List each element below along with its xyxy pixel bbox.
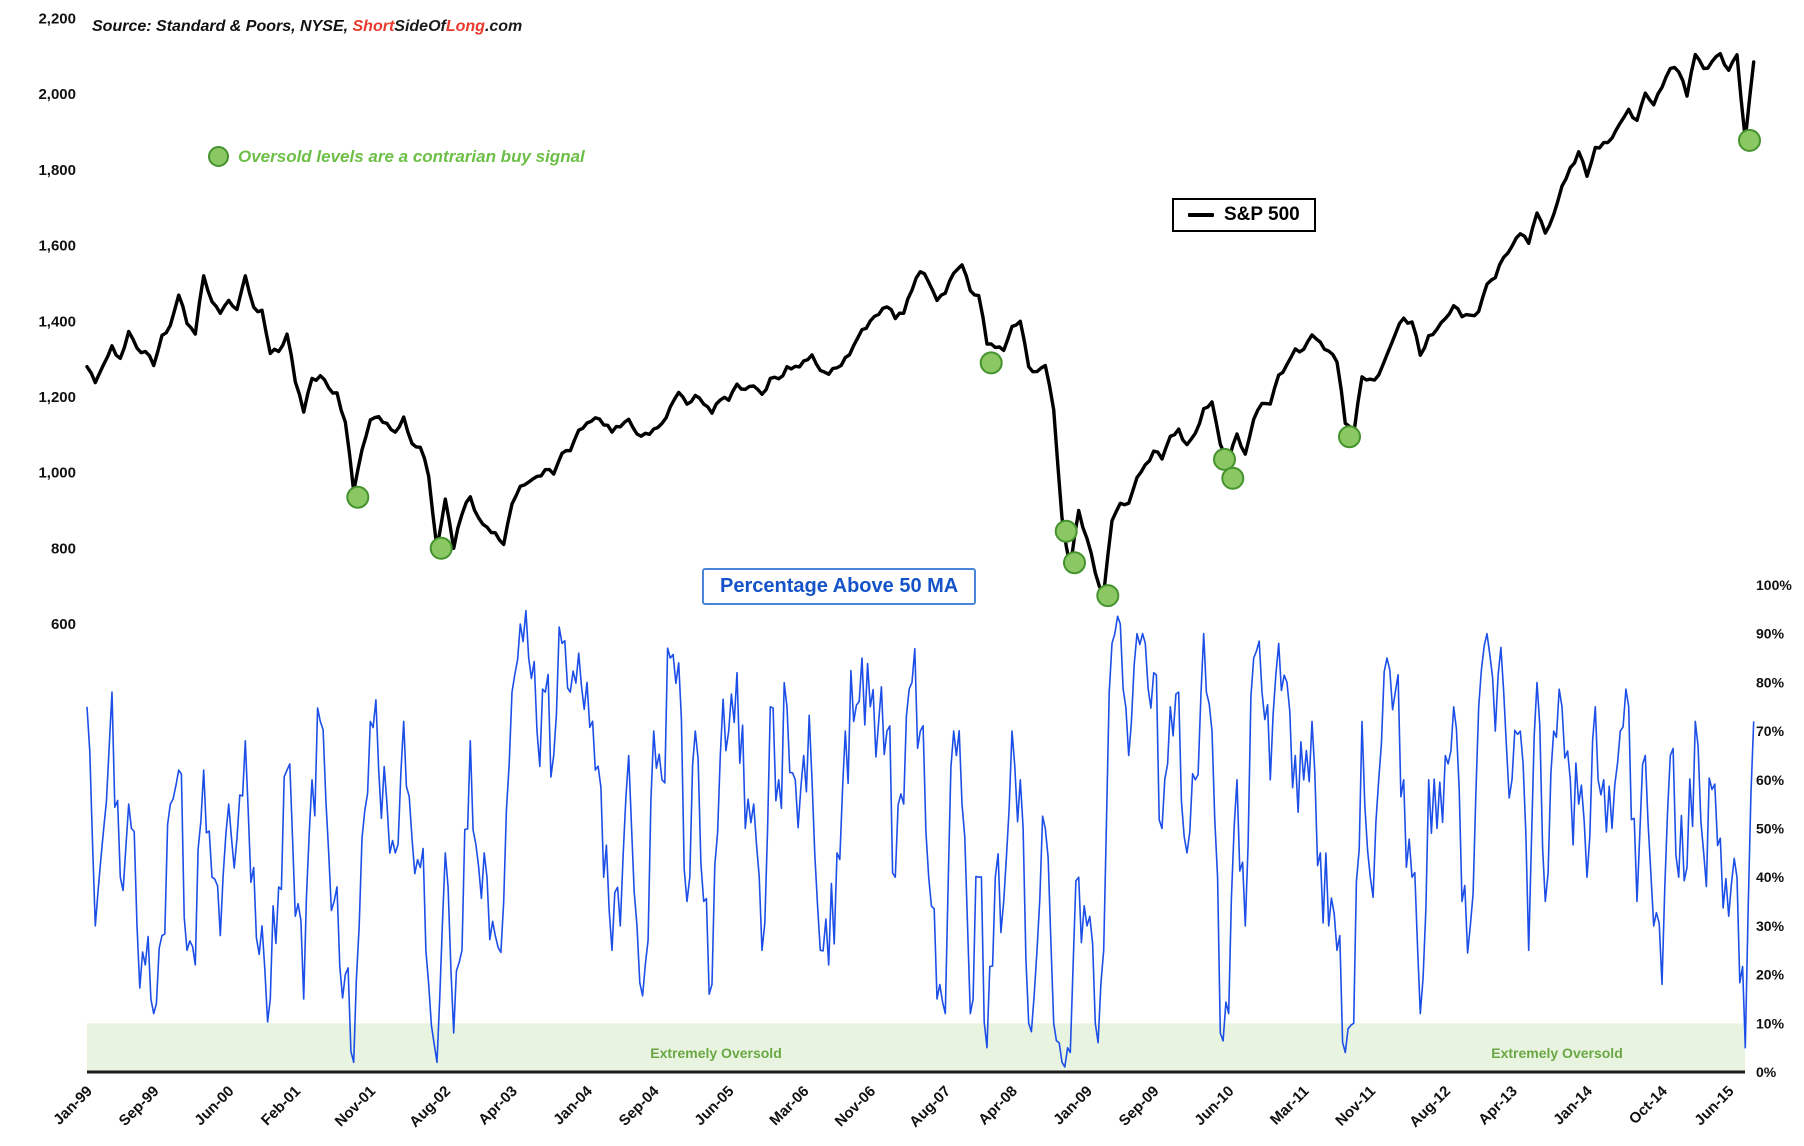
sp500-legend-label: S&P 500: [1224, 204, 1300, 225]
buy-signal-marker: [979, 351, 1003, 375]
buy-signal-marker: [1213, 447, 1236, 471]
pct-above-50ma-label: Percentage Above 50 MA: [702, 568, 977, 605]
left-axis-tick: 1,400: [38, 313, 76, 330]
buy-signal-marker: [1096, 584, 1120, 608]
x-axis-tick: Mar-06: [766, 1083, 812, 1129]
left-axis-tick: 1,600: [38, 238, 76, 255]
right-axis-tick: 40%: [1756, 869, 1785, 885]
buy-signal-note: Oversold levels are a contrarian buy sig…: [208, 146, 585, 167]
extremely-oversold-band: [87, 1023, 1745, 1072]
x-axis-tick: Oct-14: [1626, 1082, 1671, 1127]
right-axis-tick: 30%: [1756, 918, 1785, 934]
right-axis-tick: 100%: [1756, 577, 1792, 593]
x-axis-tick: Nov-06: [832, 1083, 879, 1130]
buy-signal-marker: [1221, 466, 1245, 490]
x-axis-tick: Jan-14: [1550, 1082, 1596, 1128]
right-axis-tick: 0%: [1756, 1064, 1777, 1080]
x-axis-tick: Apr-03: [475, 1083, 521, 1129]
right-axis-tick: 60%: [1756, 772, 1785, 788]
right-axis-tick: 20%: [1756, 967, 1785, 983]
left-axis-tick: 1,800: [38, 162, 76, 179]
x-axis-tick: Sep-04: [616, 1082, 663, 1129]
brand-segment: Short: [352, 18, 395, 35]
source-prefix: Source: Standard & Poors, NYSE,: [92, 18, 353, 35]
x-axis-tick: Feb-01: [258, 1083, 304, 1129]
line-swatch-icon: [1188, 213, 1214, 217]
x-axis-tick: Nov-11: [1332, 1083, 1379, 1130]
x-axis-tick: Jun-10: [1191, 1083, 1237, 1129]
right-axis-tick: 70%: [1756, 723, 1785, 739]
left-axis-tick: 600: [51, 616, 76, 633]
x-axis-tick: Jun-15: [1691, 1083, 1737, 1129]
pct-above-50ma-line: [86, 609, 1755, 1068]
left-axis-tick: 2,000: [38, 86, 76, 103]
buy-signal-marker: [1738, 128, 1761, 152]
x-axis-tick: Jan-99: [50, 1083, 96, 1129]
buy-signal-marker: [429, 536, 453, 560]
x-axis-tick: Apr-13: [1475, 1083, 1521, 1129]
x-axis-tick: Aug-12: [1406, 1083, 1454, 1131]
brand-segment: Long: [445, 18, 485, 35]
right-axis-tick: 50%: [1756, 821, 1785, 837]
x-axis-tick: Jun-00: [191, 1083, 237, 1129]
x-axis-tick: Sep-99: [116, 1083, 163, 1130]
x-axis-tick: Sep-09: [1116, 1083, 1163, 1130]
x-axis-tick: Aug-07: [906, 1083, 954, 1131]
buy-signal-dot-icon: [208, 146, 229, 167]
right-axis-tick: 80%: [1756, 674, 1785, 690]
x-axis-tick: Aug-02: [406, 1083, 454, 1131]
right-axis-tick: 10%: [1756, 1015, 1785, 1031]
left-axis-tick: 1,200: [38, 389, 76, 406]
brand-segment: SideOf: [394, 18, 446, 35]
left-axis-tick: 800: [51, 540, 76, 557]
buy-signal-marker: [346, 485, 370, 509]
x-axis-tick: Mar-11: [1267, 1083, 1313, 1129]
sp500-line: [85, 52, 1756, 596]
right-axis-tick: 90%: [1756, 626, 1785, 642]
left-axis-tick: 2,200: [38, 11, 76, 28]
sp500-legend: S&P 500: [1172, 198, 1316, 232]
buy-signal-note-text: Oversold levels are a contrarian buy sig…: [238, 146, 585, 166]
x-axis-tick: Apr-08: [975, 1083, 1021, 1129]
buy-signal-marker: [1054, 519, 1078, 543]
source-line: Source: Standard & Poors, NYSE, ShortSid…: [92, 18, 522, 36]
brand-name: ShortSideOfLong.com: [353, 18, 523, 35]
left-axis-tick: 1,000: [38, 465, 76, 482]
buy-signal-marker: [1338, 425, 1361, 449]
buy-signal-marker: [1063, 551, 1086, 575]
x-axis-tick: Jun-05: [691, 1083, 737, 1129]
extremely-oversold-label: Extremely Oversold: [650, 1045, 782, 1061]
x-axis-tick: Jan-09: [1050, 1083, 1096, 1129]
x-axis-tick: Jan-04: [550, 1082, 596, 1128]
x-axis-tick: Nov-01: [332, 1083, 379, 1130]
extremely-oversold-label: Extremely Oversold: [1491, 1045, 1623, 1061]
brand-segment: .com: [484, 18, 523, 35]
